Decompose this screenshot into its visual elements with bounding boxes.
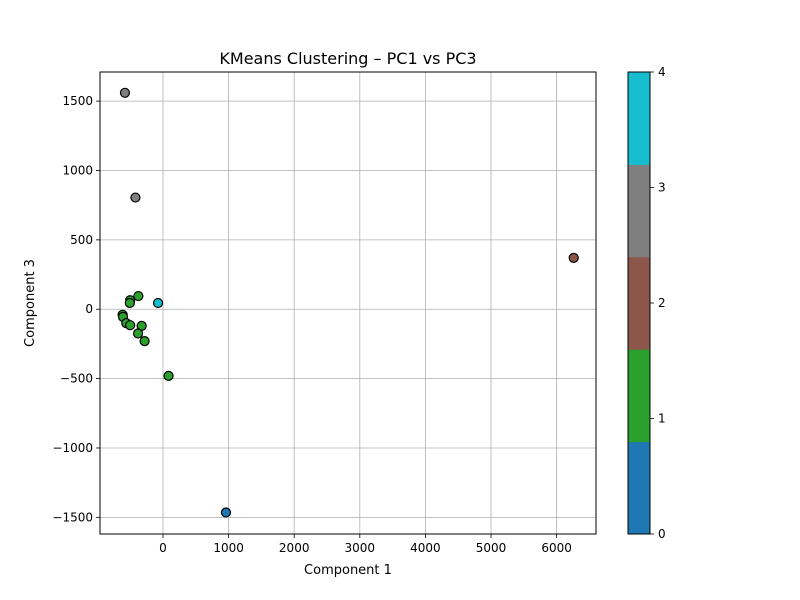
data-point xyxy=(133,290,144,302)
x-tick-label: 4000 xyxy=(410,541,441,555)
y-tick-label: −500 xyxy=(60,372,93,386)
data-point xyxy=(152,297,164,309)
x-tick-label: 6000 xyxy=(541,541,572,555)
data-points xyxy=(117,87,579,518)
y-tick-label: 0 xyxy=(85,302,93,316)
colorbar-segment xyxy=(628,72,650,165)
data-point xyxy=(130,192,141,203)
x-axis-ticks: 0 1000 2000 3000 4000 5000 6000 xyxy=(159,534,572,555)
plot-frame xyxy=(99,71,597,535)
colorbar: 0 1 2 3 4 xyxy=(627,65,666,541)
y-axis-label: Component 3 xyxy=(23,259,38,347)
data-point xyxy=(139,336,150,347)
colorbar-segment xyxy=(628,349,650,443)
colorbar-tick-label: 1 xyxy=(658,412,666,426)
chart-title: KMeans Clustering – PC1 vs PC3 xyxy=(219,49,476,68)
data-point xyxy=(220,507,232,518)
x-tick-label: 5000 xyxy=(476,541,507,555)
colorbar-segment xyxy=(628,441,650,535)
colorbar-segment xyxy=(628,164,650,258)
colorbar-segment xyxy=(628,256,650,350)
x-axis-label: Component 1 xyxy=(304,563,392,578)
x-tick-label: 3000 xyxy=(345,541,376,555)
y-tick-label: −1000 xyxy=(52,441,93,455)
data-point xyxy=(132,328,144,339)
data-point xyxy=(125,320,136,331)
y-tick-label: 1000 xyxy=(62,164,93,178)
data-point xyxy=(124,297,135,309)
y-tick-label: −1500 xyxy=(52,510,93,524)
x-tick-label: 0 xyxy=(159,541,167,555)
grid-lines xyxy=(100,72,596,534)
data-point xyxy=(119,87,131,98)
colorbar-tick-label: 2 xyxy=(658,296,666,310)
data-point xyxy=(163,370,174,381)
y-axis-ticks: −1500 −1000 −500 0 500 1000 1500 xyxy=(52,94,100,524)
colorbar-tick-label: 3 xyxy=(658,181,666,195)
colorbar-tick-label: 0 xyxy=(658,527,666,541)
x-tick-label: 2000 xyxy=(279,541,310,555)
y-tick-label: 500 xyxy=(70,233,93,247)
y-tick-label: 1500 xyxy=(62,94,93,108)
data-point xyxy=(568,252,579,264)
colorbar-tick-label: 4 xyxy=(658,65,666,79)
x-tick-label: 1000 xyxy=(213,541,244,555)
